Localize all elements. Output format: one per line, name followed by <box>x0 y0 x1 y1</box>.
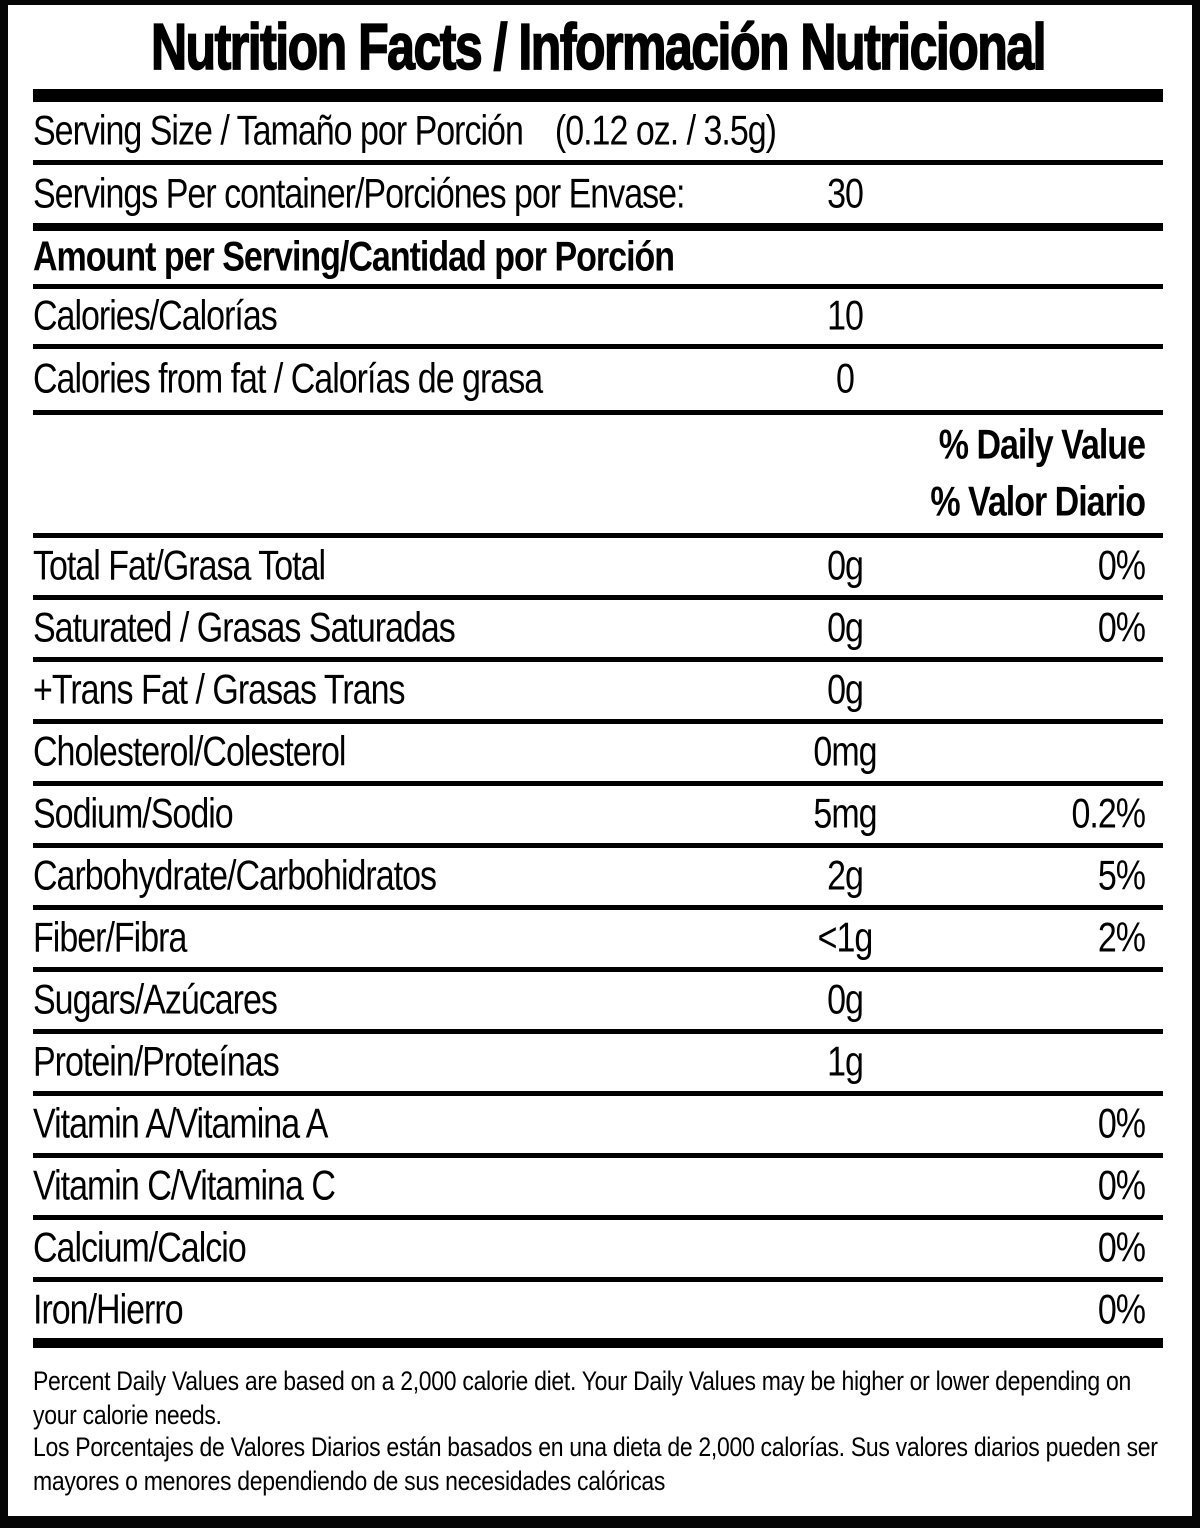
nutrient-amount: 1g <box>827 1038 864 1086</box>
nutrient-label: Sodium/Sodio <box>33 790 234 838</box>
calories-from-fat-row: Calories from fat / Calorías de grasa 0 <box>33 349 1163 415</box>
nutrient-dv: 0% <box>1097 542 1146 590</box>
nutrient-amount: 2g <box>827 852 864 900</box>
title-separator-bar <box>33 89 1163 102</box>
serving-size-row: Serving Size / Tamaño por Porción (0.12 … <box>33 102 1163 165</box>
label-title-row: Nutrition Facts / Información Nutriciona… <box>33 5 1163 89</box>
nutrient-row-trans-fat: +Trans Fat / Grasas Trans 0g <box>33 662 1163 724</box>
nutrient-amount: 0g <box>827 604 864 652</box>
calories-from-fat-label: Calories from fat / Calorías de grasa <box>33 355 543 403</box>
nutrient-row-vitamin-a: Vitamin A/Vitamina A 0% <box>33 1096 1163 1158</box>
nutrient-amount: 0g <box>827 976 864 1024</box>
nutrient-row-protein: Protein/Proteínas 1g <box>33 1034 1163 1096</box>
daily-value-footnote: Percent Daily Values are based on a 2,00… <box>33 1348 1163 1516</box>
calories-value: 10 <box>827 292 864 340</box>
daily-value-header-es: % Valor Diario <box>930 478 1146 526</box>
nutrient-label: Carbohydrate/Carbohidratos <box>33 852 437 900</box>
nutrient-row-sugars: Sugars/Azúcares 0g <box>33 972 1163 1034</box>
nutrient-label: Iron/Hierro <box>33 1286 184 1333</box>
amount-per-serving-row: Amount per Serving/Cantidad por Porción <box>33 231 1163 289</box>
nutrient-row-vitamin-c: Vitamin C/Vitamina C 0% <box>33 1158 1163 1220</box>
nutrient-label: Saturated / Grasas Saturadas <box>33 604 456 652</box>
nutrient-amount: <1g <box>817 914 874 962</box>
nutrient-amount: 5mg <box>813 790 877 838</box>
nutrient-dv: 5% <box>1097 852 1146 900</box>
nutrient-label: Calcium/Calcio <box>33 1224 247 1272</box>
daily-value-header: % Daily Value % Valor Diario <box>33 415 1163 538</box>
nutrient-row-fiber: Fiber/Fibra <1g 2% <box>33 910 1163 972</box>
nutrient-dv: 0% <box>1097 1162 1146 1210</box>
nutrient-label: Sugars/Azúcares <box>33 976 278 1024</box>
nutrient-dv: 0% <box>1097 1286 1146 1333</box>
servings-per-container-row: Servings Per container/Porciónes por Env… <box>33 165 1163 231</box>
calories-label: Calories/Calorías <box>33 292 278 340</box>
daily-value-header-en: % Daily Value <box>938 421 1146 469</box>
nutrient-label: Cholesterol/Colesterol <box>33 728 346 776</box>
nutrient-dv: 0% <box>1097 604 1146 652</box>
label-title: Nutrition Facts / Información Nutriciona… <box>150 10 1047 84</box>
nutrient-row-carbohydrate: Carbohydrate/Carbohidratos 2g 5% <box>33 848 1163 910</box>
nutrient-dv: 0% <box>1097 1224 1146 1272</box>
servings-per-container-value: 30 <box>827 170 864 217</box>
nutrient-label: Protein/Proteínas <box>33 1038 280 1086</box>
nutrient-row-sodium: Sodium/Sodio 5mg 0.2% <box>33 786 1163 848</box>
nutrient-label: Total Fat/Grasa Total <box>33 542 326 590</box>
nutrient-row-iron: Iron/Hierro 0% <box>33 1282 1163 1348</box>
nutrient-label: Fiber/Fibra <box>33 914 187 962</box>
nutrient-label: Vitamin C/Vitamina C <box>33 1162 336 1210</box>
serving-size-value: (0.12 oz. / 3.5g) <box>554 107 777 154</box>
servings-per-container-label: Servings Per container/Porciónes por Env… <box>33 170 685 217</box>
nutrient-dv: 0% <box>1097 1100 1146 1148</box>
nutrient-row-saturated-fat: Saturated / Grasas Saturadas 0g 0% <box>33 600 1163 662</box>
nutrient-dv: 2% <box>1097 914 1146 962</box>
serving-size-label: Serving Size / Tamaño por Porción <box>33 107 524 154</box>
nutrient-label: Vitamin A/Vitamina A <box>33 1100 328 1148</box>
nutrient-amount: 0g <box>827 666 864 714</box>
nutrient-row-calcium: Calcium/Calcio 0% <box>33 1220 1163 1282</box>
nutrient-dv: 0.2% <box>1071 790 1146 838</box>
nutrient-label: +Trans Fat / Grasas Trans <box>33 666 405 714</box>
calories-row: Calories/Calorías 10 <box>33 289 1163 349</box>
nutrient-amount: 0g <box>827 542 864 590</box>
amount-per-serving-heading: Amount per Serving/Cantidad por Porción <box>33 233 675 281</box>
footnote-spanish: Los Porcentajes de Valores Diarios están… <box>33 1431 1158 1497</box>
nutrient-row-cholesterol: Cholesterol/Colesterol 0mg <box>33 724 1163 786</box>
nutrient-amount: 0mg <box>813 728 877 776</box>
footnote-english: Percent Daily Values are based on a 2,00… <box>33 1365 1131 1431</box>
nutrient-row-total-fat: Total Fat/Grasa Total 0g 0% <box>33 538 1163 600</box>
calories-from-fat-value: 0 <box>836 355 855 403</box>
